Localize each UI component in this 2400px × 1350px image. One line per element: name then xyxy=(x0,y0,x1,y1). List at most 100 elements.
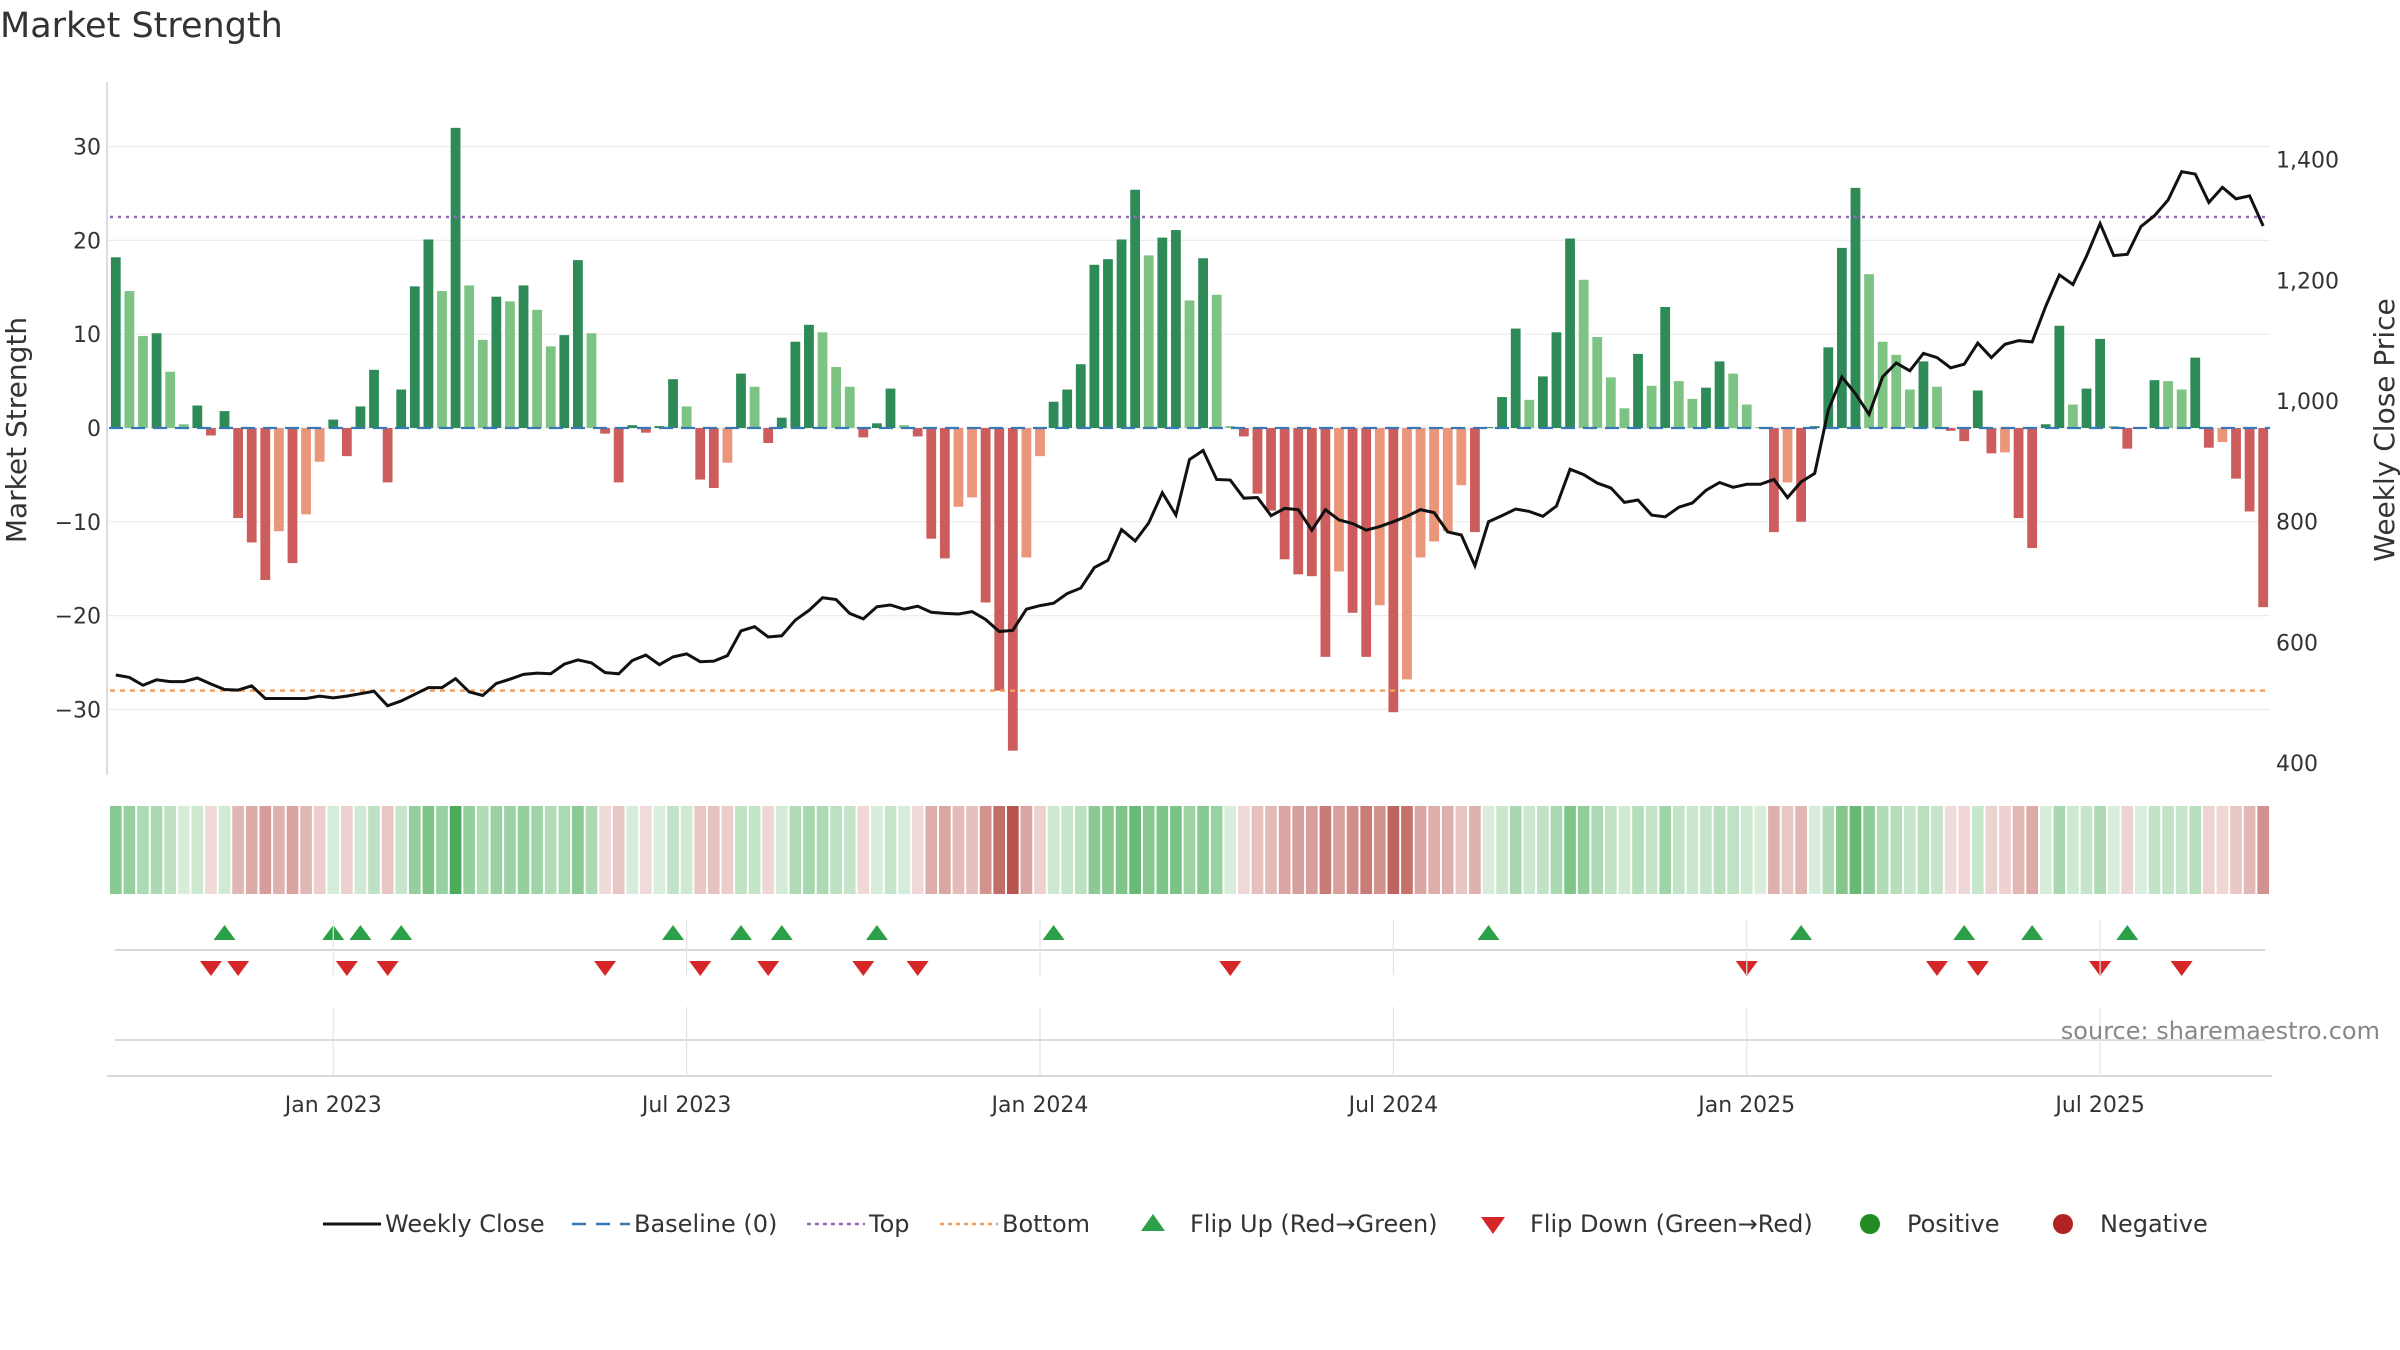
heat-cell xyxy=(2080,806,2093,894)
flip-up-marker xyxy=(1042,925,1065,940)
strength-bar xyxy=(233,428,244,519)
strength-bar xyxy=(437,291,447,428)
heat-cell xyxy=(816,806,829,894)
strength-bar xyxy=(1402,428,1412,680)
strength-bar xyxy=(192,405,203,428)
heat-cell xyxy=(245,806,258,894)
strength-bar xyxy=(1877,341,1888,428)
y2-tick-label: 1,200 xyxy=(2276,269,2339,294)
heat-cell xyxy=(2039,806,2052,894)
strength-bar xyxy=(2190,357,2201,428)
strength-bar xyxy=(1388,428,1399,713)
heat-cell xyxy=(313,806,326,894)
heat-cell xyxy=(789,806,802,894)
strength-bar xyxy=(409,286,420,428)
strength-bar xyxy=(817,332,828,428)
strength-bar xyxy=(246,428,257,543)
heat-cell xyxy=(2067,806,2079,894)
heat-cell xyxy=(1876,806,1889,894)
y2-tick-label: 400 xyxy=(2276,752,2318,777)
heat-cell xyxy=(1482,806,1495,894)
flip-up-marker xyxy=(770,925,793,940)
heat-cell xyxy=(1577,806,1590,894)
strength-bar xyxy=(1959,428,1970,442)
strength-bar xyxy=(1320,428,1331,657)
legend-item: Bottom xyxy=(940,1210,1090,1238)
heat-cell xyxy=(205,806,217,894)
strength-bar xyxy=(1089,264,1100,428)
strength-bar xyxy=(627,425,638,428)
heat-cell xyxy=(1863,806,1875,894)
strength-bar xyxy=(260,428,271,580)
heat-cell xyxy=(966,806,978,894)
flip-down-marker xyxy=(594,961,617,976)
flip-up-marker xyxy=(1790,925,1813,940)
heat-cell xyxy=(1088,806,1101,894)
heat-cell xyxy=(1047,806,1060,894)
strength-bar xyxy=(1171,230,1181,428)
heat-cell xyxy=(898,806,910,894)
heat-cell xyxy=(2243,806,2256,894)
heat-cell xyxy=(1985,806,1998,894)
strength-bar xyxy=(804,324,814,428)
legend-swatch-triangle-up xyxy=(1141,1214,1165,1231)
heat-cell xyxy=(1686,806,1699,894)
heat-cell xyxy=(436,806,448,894)
strength-bar xyxy=(545,346,556,428)
y2-axis-ticks: 1,400 1,200 1,000 800 600 400 xyxy=(2276,149,2339,777)
heat-cell xyxy=(2162,806,2174,894)
heat-cell xyxy=(1129,806,1141,894)
heat-cell xyxy=(735,806,747,894)
strength-bar xyxy=(2068,404,2078,428)
flip-up-marker xyxy=(2021,925,2044,940)
heat-cell xyxy=(2148,806,2161,894)
strength-bar xyxy=(1279,428,1290,560)
heat-cell xyxy=(1142,806,1155,894)
strength-bar xyxy=(287,428,298,564)
heat-cell xyxy=(558,806,571,894)
heat-cell xyxy=(585,806,598,894)
heat-cell xyxy=(1509,806,1522,894)
legend-item: Flip Down (Green→Red) xyxy=(1481,1210,1813,1238)
heat-cell xyxy=(1292,806,1305,894)
strength-bar xyxy=(1211,294,1222,428)
flip-up-marker xyxy=(865,925,888,940)
heat-cell xyxy=(1713,806,1726,894)
heat-cell xyxy=(993,806,1006,894)
heat-cell xyxy=(463,806,476,894)
heat-cell xyxy=(1469,806,1481,894)
x-tick-label: Jan 2025 xyxy=(1696,1093,1795,1118)
heat-cell xyxy=(2107,806,2120,894)
strength-bar xyxy=(1048,401,1059,428)
strength-bar xyxy=(1238,428,1249,437)
heat-cell xyxy=(1754,806,1767,894)
heat-cell xyxy=(1156,806,1169,894)
strength-bar xyxy=(1334,428,1344,572)
strength-bar xyxy=(1796,428,1806,522)
heat-cell xyxy=(1999,806,2011,894)
heat-cell xyxy=(1346,806,1359,894)
heat-cell xyxy=(1822,806,1835,894)
strength-bar xyxy=(2054,325,2065,428)
heat-cell xyxy=(857,806,870,894)
y-tick-label: 20 xyxy=(73,229,101,254)
heat-cell xyxy=(1740,806,1753,894)
heat-cell xyxy=(1645,806,1658,894)
strength-bar xyxy=(1470,428,1480,533)
strength-bar xyxy=(1198,258,1208,428)
strength-bar xyxy=(885,388,896,428)
heat-cell xyxy=(259,806,272,894)
heat-cell xyxy=(1170,806,1182,894)
flip-up-marker xyxy=(213,925,236,940)
strength-bar xyxy=(328,419,339,428)
y2-axis-label: Weekly Close Price xyxy=(2368,298,2400,561)
heat-cell xyxy=(1278,806,1291,894)
strength-bar xyxy=(1537,376,1548,428)
strength-bar xyxy=(1782,428,1793,483)
heat-cell xyxy=(408,806,421,894)
heat-cell xyxy=(979,806,992,894)
heat-cell xyxy=(1319,806,1332,894)
heat-cell xyxy=(327,806,340,894)
heat-cell xyxy=(544,806,557,894)
strength-bar xyxy=(1116,239,1127,428)
